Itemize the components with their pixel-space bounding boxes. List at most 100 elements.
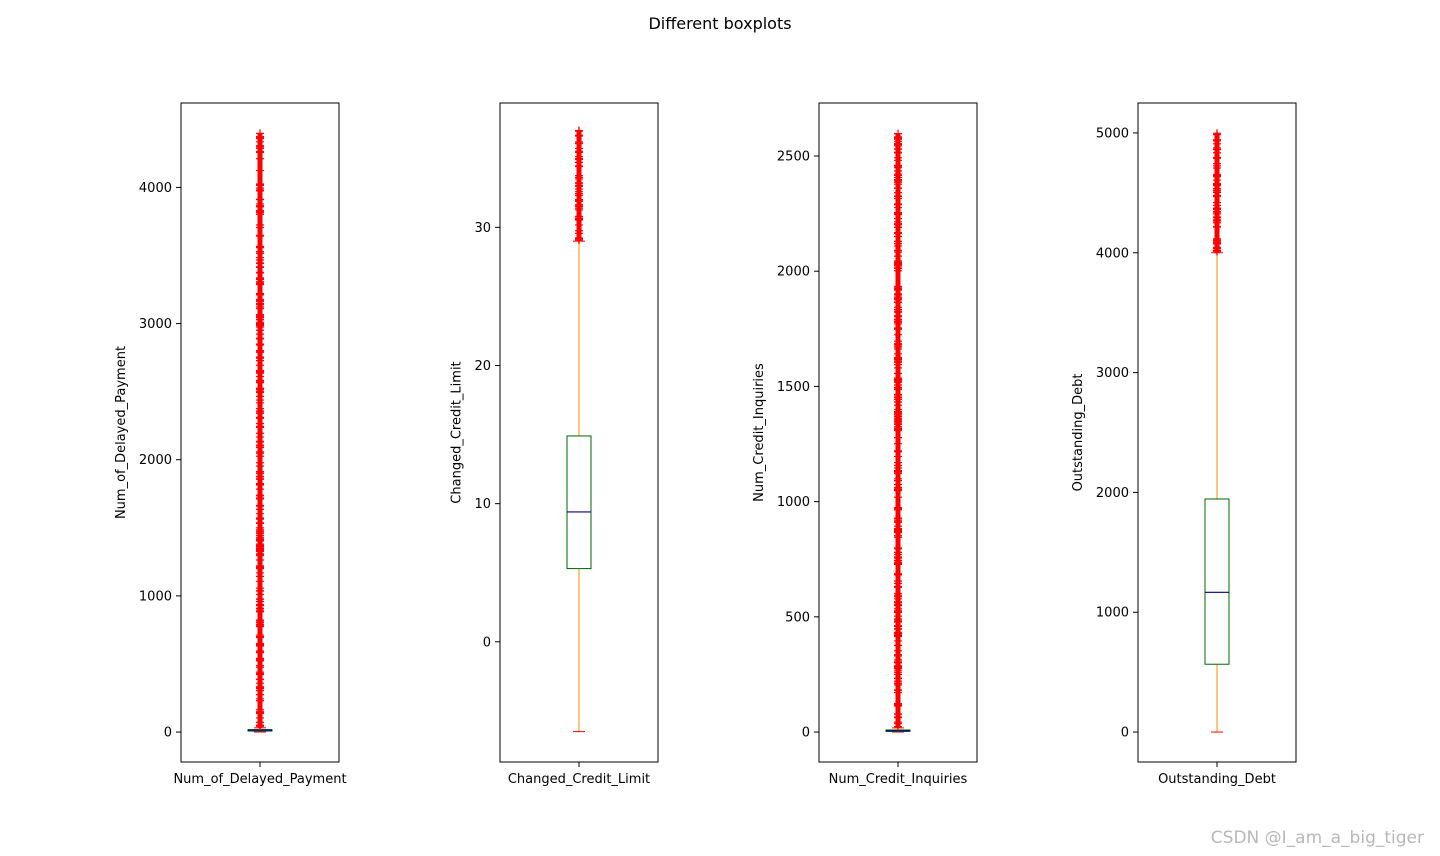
- flier-point: [256, 179, 264, 188]
- flier-point: [256, 618, 264, 627]
- flier-point: [894, 686, 902, 695]
- flier-point: [894, 699, 902, 708]
- y-tick-label: 2500: [777, 149, 810, 164]
- flier-point: [1213, 154, 1221, 163]
- flier-point: [256, 441, 264, 450]
- flier-point: [256, 274, 264, 283]
- y-tick-label: 20: [474, 359, 491, 374]
- flier-point: [894, 282, 902, 291]
- x-tick-label: Outstanding_Debt: [1158, 772, 1276, 787]
- flier-point: [894, 718, 902, 727]
- flier-point: [256, 572, 264, 581]
- flier-point: [894, 264, 902, 273]
- flier-point: [1213, 201, 1221, 210]
- x-tick-label: Changed_Credit_Limit: [508, 772, 650, 787]
- flier-point: [894, 173, 902, 182]
- flier-point: [894, 615, 902, 624]
- flier-point: [256, 247, 264, 256]
- y-tick-label: 4000: [1096, 246, 1129, 261]
- flier-point: [256, 129, 264, 138]
- y-tick-label: 0: [802, 726, 810, 741]
- flier-point: [256, 452, 264, 461]
- flier-point: [1213, 161, 1221, 170]
- y-tick-label: 30: [474, 221, 491, 236]
- y-tick-label: 500: [785, 610, 810, 625]
- flier-point: [256, 354, 264, 363]
- flier-point: [256, 144, 264, 153]
- flier-point: [575, 155, 583, 164]
- flier-point: [256, 584, 264, 593]
- flier-point: [894, 199, 902, 208]
- flier-point: [894, 476, 902, 485]
- flier-point: [894, 305, 902, 314]
- flier-point: [894, 223, 902, 232]
- flier-point: [894, 325, 902, 334]
- flier-point: [256, 323, 264, 331]
- flier-point: [256, 563, 264, 571]
- flier-point: [256, 472, 264, 481]
- flier-point: [1213, 209, 1221, 218]
- y-tick-label: 2000: [139, 453, 172, 468]
- flier-point: [1213, 192, 1221, 201]
- y-tick-label: 5000: [1096, 126, 1129, 141]
- flier-point: [894, 374, 902, 383]
- flier-point: [894, 312, 902, 321]
- y-tick-label: 3000: [139, 317, 172, 332]
- flier-point: [894, 232, 902, 241]
- boxplot-panel-4: 0 1000 2000 3000 4000 5000 Outstanding_Debt Out…: [1071, 102, 1297, 787]
- flier-point: [894, 358, 902, 367]
- boxplot-panel-1: 0 1000 2000 3000 4000 Num_of_Delayed_Payment N…: [114, 102, 347, 787]
- flier-point: [256, 202, 264, 211]
- flier-point: [256, 413, 264, 422]
- flier-point: [256, 686, 264, 695]
- flier-point: [575, 215, 583, 224]
- flier-point: [894, 349, 902, 358]
- y-tick-label: 1000: [777, 495, 810, 510]
- fliers: [575, 126, 583, 245]
- flier-point: [256, 527, 264, 536]
- fliers: [1213, 129, 1221, 256]
- flier-point: [256, 555, 264, 564]
- flier-point: [256, 547, 264, 556]
- flier-point: [256, 639, 264, 648]
- flier-point: [575, 137, 583, 146]
- flier-point: [894, 554, 902, 563]
- flier-point: [256, 312, 264, 321]
- flier-point: [256, 694, 264, 703]
- flier-point: [575, 191, 583, 200]
- flier-point: [894, 526, 902, 535]
- flier-point: [1213, 181, 1221, 190]
- flier-point: [894, 636, 902, 645]
- y-tick-label: 0: [1121, 726, 1129, 741]
- flier-point: [256, 669, 264, 678]
- y-tick-label: 2000: [777, 265, 810, 280]
- flier-point: [894, 340, 902, 349]
- flier-point: [575, 162, 583, 171]
- flier-point: [894, 446, 902, 455]
- flier-point: [894, 467, 902, 476]
- flier-point: [256, 604, 264, 613]
- flier-point: [256, 501, 264, 510]
- boxplot-panel-2: 0 10 20 30 Changed_Credit_Limit Changed_Credi…: [450, 102, 659, 787]
- y-axis-label: Changed_Credit_Limit: [450, 361, 465, 503]
- fliers: [256, 129, 264, 731]
- y-tick-label: 3000: [1096, 366, 1129, 381]
- y-tick-label: 2000: [1096, 486, 1129, 501]
- flier-point: [1213, 246, 1221, 255]
- y-tick-label: 0: [164, 726, 172, 741]
- flier-point: [894, 661, 902, 670]
- flier-point: [1213, 129, 1221, 138]
- flier-point: [575, 181, 583, 190]
- flier-point: [256, 709, 264, 718]
- flier-point: [894, 433, 902, 442]
- flier-point: [894, 570, 902, 579]
- flier-point: [894, 483, 902, 492]
- flier-point: [256, 334, 264, 343]
- flier-point: [894, 246, 902, 255]
- flier-point: [894, 493, 902, 502]
- flier-point: [894, 129, 902, 138]
- flier-point: [575, 235, 583, 244]
- flier-point: [894, 192, 902, 201]
- boxplot-panel-3: 0 500 1000 1500 2000 2500 Num_Credit_Inquiries…: [752, 102, 978, 787]
- y-tick-label: 1000: [1096, 606, 1129, 621]
